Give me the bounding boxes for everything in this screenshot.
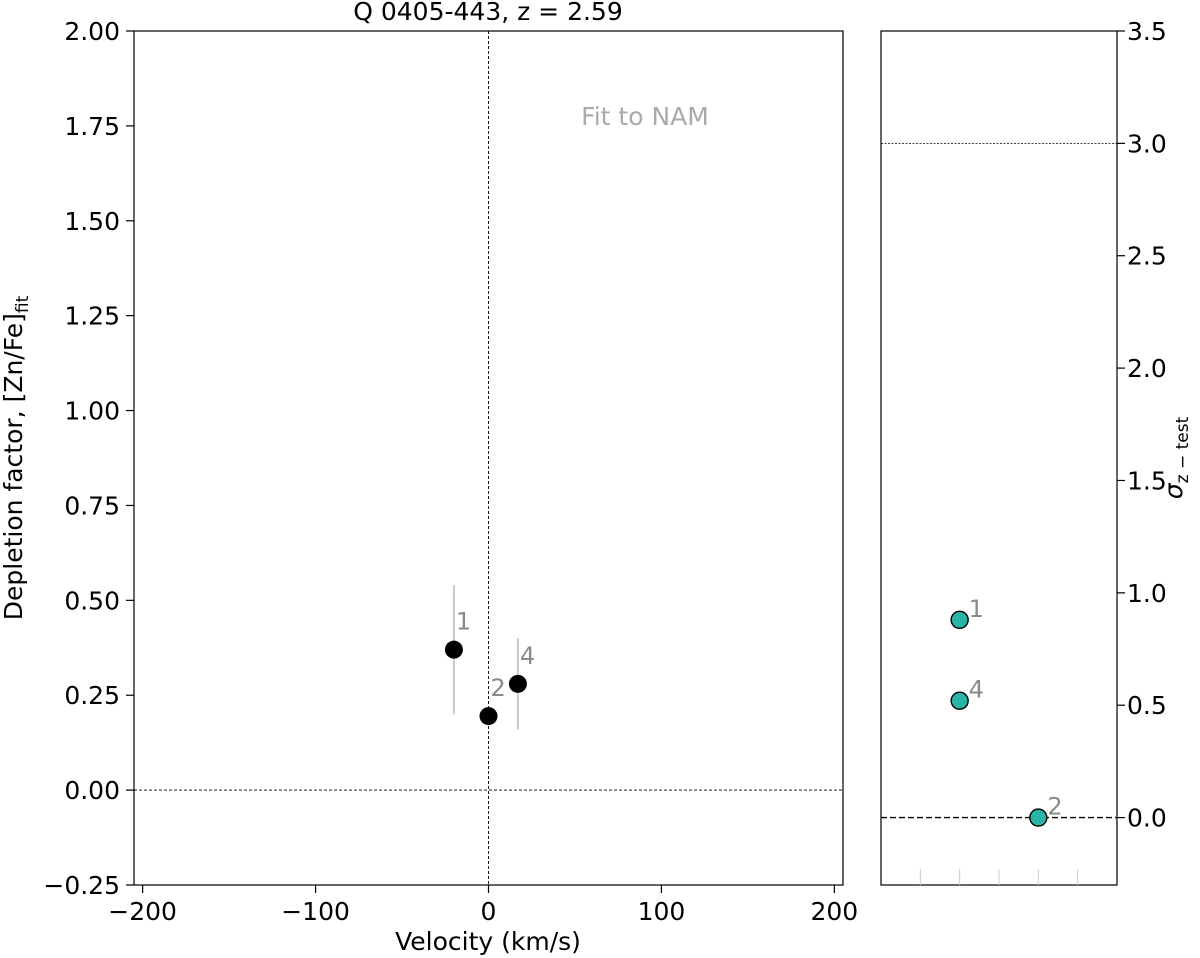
- side-y-tick-label: 3.5: [1127, 17, 1167, 46]
- y-axis-label-main: Depletion factor, [Zn/Fe]: [0, 313, 28, 620]
- side-y-axis-label-sub: z − test: [1173, 416, 1193, 483]
- y-tick-label: 0.50: [64, 586, 120, 615]
- data-point: [444, 640, 463, 659]
- side-y-tick-label: 1.0: [1127, 579, 1167, 608]
- y-tick-label: −0.25: [43, 871, 120, 900]
- y-tick-label: 1.25: [64, 302, 120, 331]
- side-panel: 0.0 0.5 1.0 1.5 2.0 2.5 3.0 3.5 1 4 2 σz − test: [880, 17, 1193, 886]
- y-tick-label: 0.00: [64, 776, 120, 805]
- side-y-tick-label: 1.5: [1127, 466, 1167, 495]
- point-label: 4: [520, 642, 535, 670]
- x-axis-label: Velocity (km/s): [395, 927, 581, 956]
- y-axis-label: Depletion factor, [Zn/Fe]fit: [0, 295, 33, 620]
- side-y-tick-label: 2.0: [1127, 354, 1167, 383]
- y-tick-label: 0.25: [64, 681, 120, 710]
- point-label: 2: [491, 674, 506, 702]
- point-label: 1: [456, 608, 471, 636]
- sigma-point-label: 1: [969, 595, 984, 623]
- main-y-ticks: −0.25 0.00 0.25 0.50 0.75 1.00 1.25 1.50 1.75 2.0…: [43, 17, 134, 900]
- side-x-minor-ticks: [919, 869, 1079, 885]
- side-y-axis-label-main: σ: [1159, 482, 1188, 499]
- side-y-tick-label: 3.0: [1127, 129, 1167, 158]
- side-y-ticks: 0.0 0.5 1.0 1.5 2.0 2.5 3.0 3.5: [1117, 17, 1167, 833]
- x-tick-label: 200: [810, 897, 858, 926]
- sigma-point: [950, 610, 969, 630]
- y-tick-label: 1.75: [64, 112, 120, 141]
- main-reference-lines: [134, 31, 843, 885]
- x-tick-label: 0: [481, 897, 497, 926]
- chart-title: Q 0405-443, z = 2.59: [353, 0, 623, 26]
- x-tick-label: −100: [281, 897, 350, 926]
- y-tick-label: 1.00: [64, 397, 120, 426]
- side-data-points: 1 4 2: [950, 595, 1063, 827]
- fit-annotation: Fit to NAM: [581, 102, 709, 131]
- sigma-point: [950, 691, 969, 710]
- side-y-tick-label: 0.5: [1127, 691, 1167, 720]
- data-point: [479, 707, 498, 726]
- x-tick-label: −200: [108, 897, 177, 926]
- y-tick-label: 2.00: [64, 17, 120, 46]
- y-axis-label-sub: fit: [13, 295, 33, 313]
- side-reference-lines: [881, 142, 1117, 819]
- main-data-points: 1 24: [444, 585, 535, 730]
- x-tick-label: 100: [638, 897, 686, 926]
- y-tick-label: 1.50: [64, 207, 120, 236]
- side-y-tick-label: 2.5: [1127, 242, 1167, 271]
- sigma-point: [1029, 808, 1048, 827]
- sigma-point-label: 4: [969, 676, 984, 704]
- sigma-point-label: 2: [1047, 793, 1062, 821]
- y-tick-label: 0.75: [64, 491, 120, 520]
- side-y-axis-label: σz − test: [1159, 416, 1193, 499]
- main-x-ticks: −200 −100 0 100 200: [108, 885, 858, 926]
- main-panel: −200 −100 0 100 200 −0.25 0.00 0.25 0.50 0.75 1.0…: [0, 0, 858, 956]
- side-y-tick-label: 0.0: [1127, 804, 1167, 833]
- data-point: [508, 674, 527, 693]
